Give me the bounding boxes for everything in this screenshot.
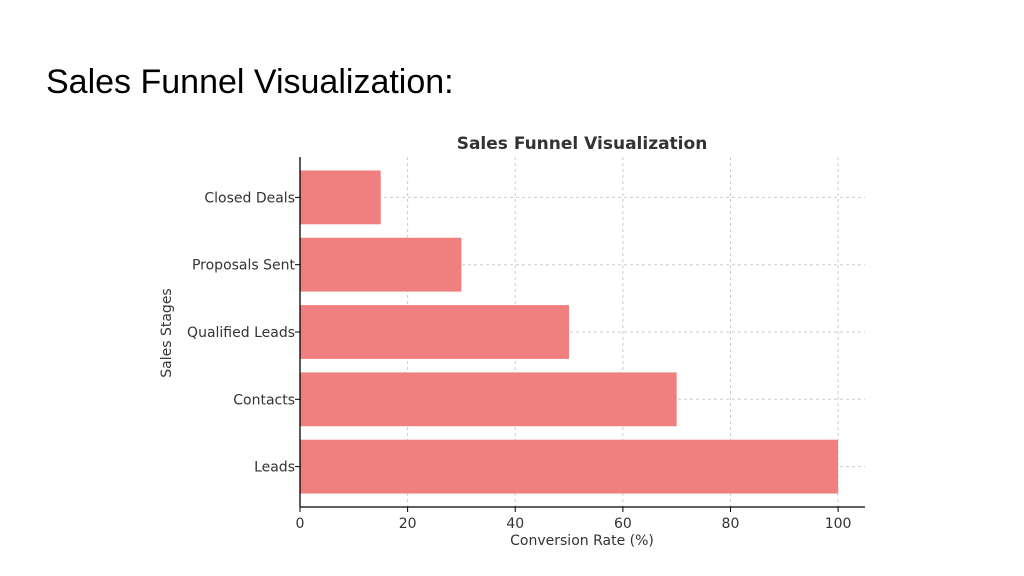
bar [300,372,677,427]
chart-title: Sales Funnel Visualization [457,134,708,154]
x-tick-label: 20 [399,516,417,532]
slide-title: Sales Funnel Visualization: [46,63,454,101]
x-tick-label: 80 [722,516,740,532]
x-tick-label: 60 [614,516,632,532]
x-tick-label: 40 [506,516,524,532]
x-axis-label: Conversion Rate (%) [510,533,654,549]
bar [300,237,462,292]
bar [300,170,381,225]
x-axis-ticks: 0 20 40 60 80 100 [296,507,852,532]
y-axis-label: Sales Stages [159,288,175,377]
bar [300,439,839,494]
y-tick-label: Qualified Leads [187,325,295,341]
x-tick-label: 0 [296,516,305,532]
y-axis-ticks: Leads Contacts Qualified Leads Proposals Se… [187,190,300,476]
bar [300,305,570,359]
y-tick-label: Leads [254,460,295,476]
y-tick-label: Proposals Sent [192,258,296,274]
y-tick-label: Closed Deals [204,190,295,206]
chart-bars [300,170,839,494]
y-tick-label: Contacts [233,392,295,408]
x-tick-label: 100 [825,516,852,532]
